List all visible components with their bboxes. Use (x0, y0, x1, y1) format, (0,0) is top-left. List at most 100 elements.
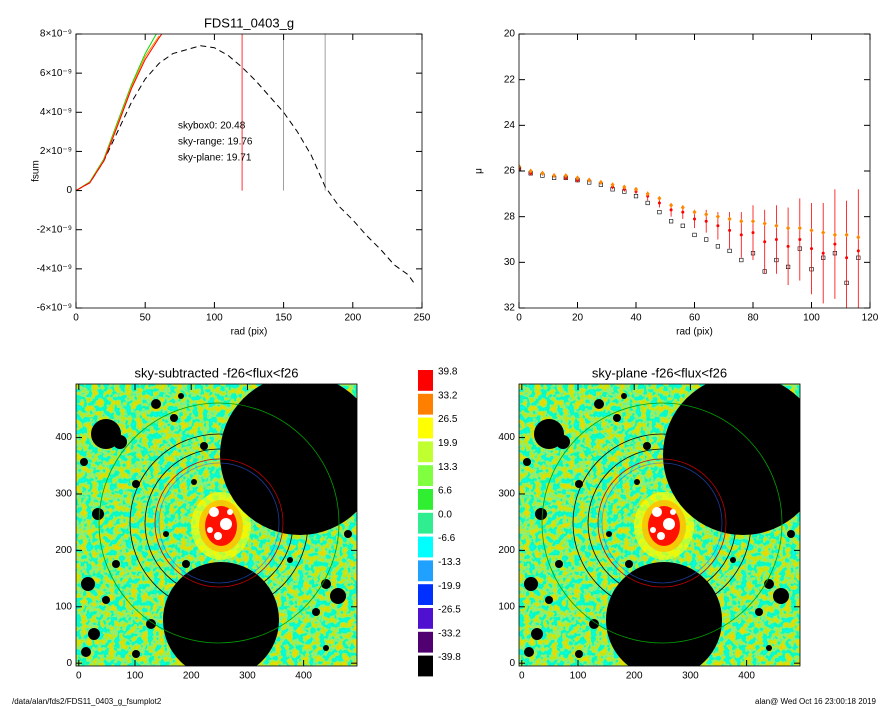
y-axis-label: fsum (31, 160, 42, 182)
point (587, 177, 592, 183)
point (622, 184, 627, 190)
x-tick-label: 100 (206, 313, 223, 324)
y-tick-label: 22 (504, 74, 516, 85)
point (797, 225, 802, 231)
y-tick-label: 20 (504, 29, 516, 40)
point (633, 194, 639, 199)
plot-area (519, 163, 861, 308)
colorbar-box (418, 393, 433, 415)
x-tick-label: 0 (73, 313, 79, 324)
point (657, 201, 661, 205)
point (519, 163, 521, 169)
y-tick-label: 400 (498, 432, 515, 443)
point (833, 242, 837, 246)
y-tick-label: 300 (55, 489, 72, 500)
point (668, 219, 674, 224)
y-tick-label: -6×10⁻⁹ (37, 303, 72, 314)
x-tick-label: 400 (738, 671, 755, 682)
y-tick-label: 32 (504, 303, 516, 314)
point (528, 168, 533, 174)
x-tick-label: 150 (275, 313, 292, 324)
x-tick-label: 40 (630, 313, 642, 324)
axes-frame (518, 33, 871, 309)
point (704, 211, 709, 217)
y-tick-label: 0 (66, 185, 72, 196)
chart-title: FDS11_0403_g (204, 15, 294, 30)
footer-left: /data/alan/fds2/FDS11_0403_g_fsumplot2 (12, 697, 162, 706)
y-tick-label: 6×10⁻⁹ (40, 68, 72, 79)
colorbar-box (418, 512, 433, 534)
point (832, 232, 837, 238)
point (669, 208, 673, 212)
point (692, 209, 697, 215)
colorbar-label: 39.8 (438, 367, 458, 378)
y-tick-label: 2×10⁻⁹ (40, 146, 72, 157)
point (575, 175, 580, 181)
colorbar-label: -33.2 (438, 628, 461, 639)
x-tick-label: 0 (516, 313, 522, 324)
point (704, 219, 708, 223)
y-tick-label: 30 (504, 257, 516, 268)
colorbar-box (418, 631, 433, 653)
annotation: sky-plane: 19.71 (178, 153, 252, 164)
y-tick-label: -4×10⁻⁹ (37, 263, 72, 274)
point (856, 234, 861, 240)
point (680, 223, 685, 228)
colorbar-box (418, 489, 433, 510)
y-tick-label: 4×10⁻⁹ (40, 107, 72, 118)
point (715, 244, 720, 249)
x-tick-label: 100 (570, 671, 587, 682)
footer-right: alan@ Wed Oct 16 23:00:18 2019 (755, 697, 876, 706)
point (810, 247, 813, 251)
colorbar-label: 6.6 (438, 486, 452, 497)
colorbar-box (418, 560, 433, 582)
point (774, 223, 779, 229)
point (845, 256, 849, 260)
colorbar-label: -19.9 (438, 581, 461, 592)
point (774, 238, 778, 241)
series-line (76, 34, 163, 192)
x-axis-label: rad (pix) (231, 327, 268, 338)
plot-area (76, 34, 416, 285)
point (727, 248, 732, 254)
annotation: sky-range: 19.76 (178, 137, 253, 148)
annotation: skybox0: 20.48 (178, 121, 246, 132)
point (763, 240, 767, 244)
colorbar-box (418, 584, 433, 605)
axes-frame (75, 33, 423, 309)
point (540, 170, 545, 176)
y-axis-label: μ (474, 168, 485, 174)
point (821, 230, 826, 236)
point (716, 224, 720, 228)
x-tick-label: 80 (747, 313, 759, 324)
x-tick-label: 300 (682, 671, 699, 682)
point (751, 231, 755, 235)
y-tick-label: 0 (66, 658, 72, 669)
y-tick-label: 24 (504, 120, 516, 131)
colorbar-box (418, 465, 433, 486)
y-tick-label: 8×10⁻⁹ (40, 29, 72, 40)
x-tick-label: 0 (519, 671, 525, 682)
series-line (76, 45, 416, 285)
y-tick-label: 200 (55, 545, 72, 556)
y-tick-label: -2×10⁻⁹ (37, 224, 72, 235)
x-tick-label: 200 (183, 671, 200, 682)
chart-title: sky-subtracted -f26<flux<f26 (134, 365, 298, 380)
x-tick-label: 60 (689, 313, 701, 324)
point (657, 210, 662, 215)
point (821, 251, 825, 255)
colorbar-label: -39.8 (438, 652, 461, 663)
point (657, 195, 662, 201)
colorbar-label: 19.9 (438, 438, 458, 449)
x-tick-label: 20 (572, 313, 584, 324)
point (681, 210, 685, 214)
colorbar-box (418, 655, 433, 677)
colorbar-box (418, 441, 433, 463)
point (634, 186, 638, 192)
x-tick-label: 400 (295, 671, 312, 682)
axes-frame (75, 383, 358, 667)
y-tick-label: 100 (55, 601, 72, 612)
image-left (76, 375, 380, 678)
point (798, 238, 802, 241)
